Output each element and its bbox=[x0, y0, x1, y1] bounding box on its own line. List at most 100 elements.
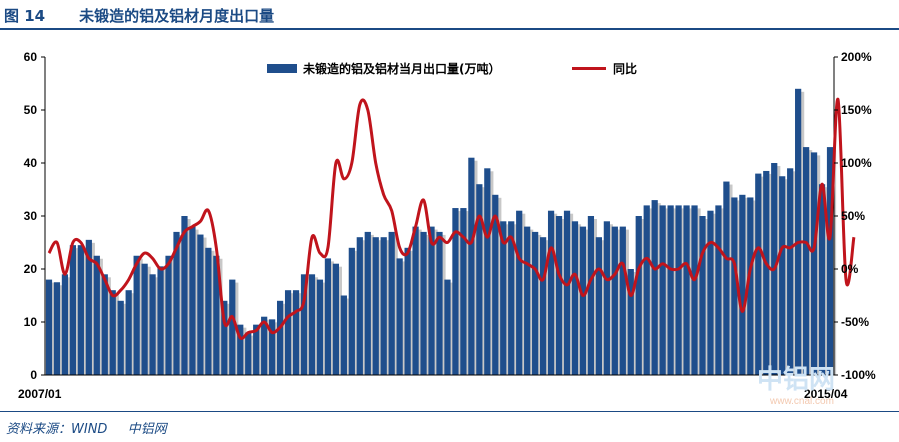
bar bbox=[420, 231, 427, 375]
bar bbox=[133, 255, 140, 375]
bar bbox=[109, 290, 116, 375]
bar bbox=[460, 208, 467, 375]
bar bbox=[699, 216, 706, 375]
source-note: 资料来源：WIND 中铝网 bbox=[6, 418, 183, 437]
left-tick-label: 0 bbox=[30, 368, 37, 382]
legend-bar-label: 未锻造的铝及铝材当月出口量(万吨） bbox=[302, 61, 501, 76]
bar bbox=[205, 247, 212, 375]
bar bbox=[125, 290, 132, 375]
figure-header: 图 14 未锻造的铝及铝材月度出口量 bbox=[4, 4, 274, 26]
bar bbox=[500, 221, 507, 375]
bar bbox=[707, 210, 714, 375]
bar bbox=[492, 194, 499, 375]
bar bbox=[795, 88, 802, 376]
bar bbox=[77, 245, 84, 375]
bar bbox=[428, 226, 435, 375]
bar bbox=[635, 216, 642, 375]
left-axis-ticks: 0 10 20 30 40 50 60 bbox=[24, 50, 45, 382]
bar bbox=[619, 226, 626, 375]
left-tick-label: 20 bbox=[24, 262, 38, 276]
bar bbox=[45, 279, 53, 375]
bar bbox=[436, 231, 443, 375]
right-tick-label: -100% bbox=[841, 368, 876, 382]
bar bbox=[555, 216, 563, 375]
bar bbox=[715, 205, 722, 375]
bar bbox=[539, 237, 547, 375]
bar bbox=[165, 255, 172, 375]
bar bbox=[197, 234, 204, 375]
bar bbox=[372, 237, 379, 375]
right-axis-ticks: -100% -50% 0% 50% 100% 150% 200% bbox=[834, 50, 876, 382]
bar bbox=[524, 226, 531, 375]
bar bbox=[269, 319, 276, 375]
bar bbox=[651, 200, 658, 375]
bar bbox=[221, 300, 228, 375]
bar bbox=[802, 147, 810, 375]
bar bbox=[826, 147, 834, 375]
bar bbox=[101, 274, 108, 375]
bar bbox=[563, 210, 571, 375]
bar bbox=[787, 168, 794, 375]
bar bbox=[69, 245, 77, 375]
bar bbox=[276, 300, 284, 375]
bar bbox=[779, 176, 786, 375]
chart-svg: 0 10 20 30 40 50 60 -100% -50% 0% 50% 100% 150% 200%… bbox=[18, 50, 876, 407]
bar bbox=[61, 274, 69, 375]
source-label: 资料来源：WIND bbox=[6, 422, 108, 437]
bar bbox=[595, 237, 603, 375]
bar bbox=[452, 208, 459, 375]
bar bbox=[747, 197, 754, 375]
bar bbox=[332, 263, 340, 375]
bar-series bbox=[45, 88, 837, 376]
bar bbox=[516, 210, 523, 375]
x-axis-labels: 2007/01 2015/04 bbox=[18, 387, 848, 401]
bar bbox=[412, 226, 419, 375]
bar bbox=[675, 205, 682, 375]
x-end-label: 2015/04 bbox=[804, 387, 848, 401]
bar bbox=[213, 255, 220, 375]
bar bbox=[364, 231, 371, 375]
yoy-line bbox=[47, 97, 856, 340]
watermark-url: www.cnal.com bbox=[769, 396, 834, 407]
bar bbox=[627, 269, 634, 375]
source-org: 中铝网 bbox=[127, 422, 167, 437]
bar bbox=[181, 216, 188, 375]
bar bbox=[476, 184, 483, 375]
bar bbox=[141, 263, 148, 375]
footer-rule bbox=[0, 411, 899, 412]
bar bbox=[356, 237, 363, 375]
bar bbox=[755, 173, 762, 375]
bar bbox=[587, 216, 595, 375]
bar bbox=[340, 295, 347, 375]
line-series bbox=[47, 97, 856, 340]
bar bbox=[547, 210, 555, 375]
bar bbox=[404, 247, 411, 375]
bar bbox=[316, 279, 324, 375]
bar bbox=[396, 258, 403, 375]
bar bbox=[245, 332, 252, 375]
bar bbox=[93, 255, 100, 375]
figure-title: 未锻造的铝及铝材月度出口量 bbox=[79, 6, 275, 25]
bar bbox=[388, 231, 395, 375]
bar bbox=[308, 274, 316, 375]
bar bbox=[173, 231, 180, 375]
bar bbox=[85, 239, 92, 375]
bar bbox=[149, 274, 156, 375]
legend: 未锻造的铝及铝材当月出口量(万吨） 同比 bbox=[267, 61, 637, 76]
figure-number: 图 14 bbox=[4, 6, 46, 25]
bar bbox=[380, 237, 387, 375]
right-tick-label: 0% bbox=[841, 262, 859, 276]
bar bbox=[348, 247, 355, 375]
bar bbox=[731, 197, 738, 375]
bar bbox=[229, 279, 236, 375]
left-tick-label: 60 bbox=[24, 50, 38, 64]
bar bbox=[189, 226, 196, 375]
bar bbox=[659, 205, 666, 375]
bar bbox=[324, 258, 332, 375]
right-tick-label: 50% bbox=[841, 209, 865, 223]
left-tick-label: 10 bbox=[24, 315, 38, 329]
right-tick-label: 100% bbox=[841, 156, 872, 170]
bar bbox=[691, 205, 698, 375]
header-rule bbox=[0, 28, 899, 30]
